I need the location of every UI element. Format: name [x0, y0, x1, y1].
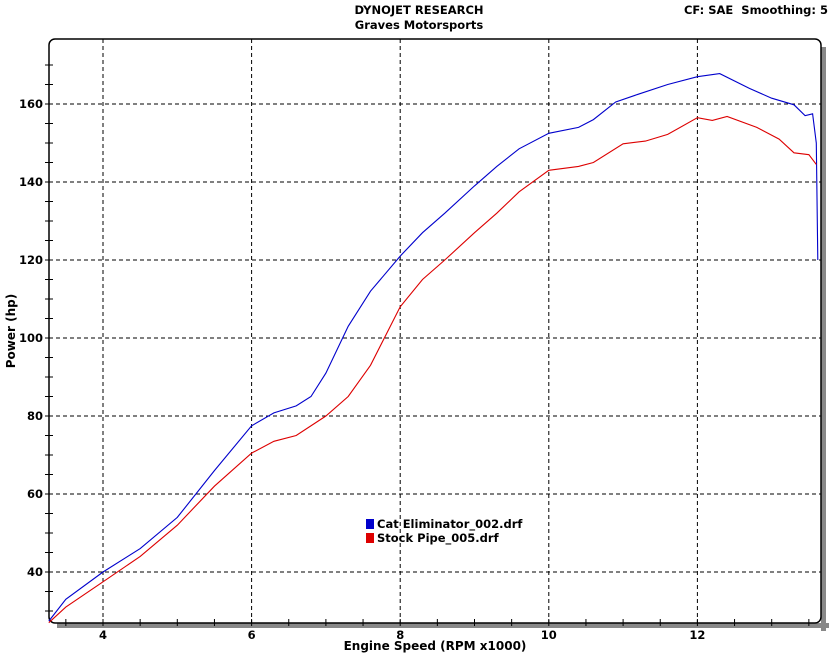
svg-text:60: 60 [27, 487, 43, 501]
data-series [48, 73, 819, 624]
y-axis-label: Power (hp) [4, 293, 18, 369]
svg-text:10: 10 [541, 628, 557, 642]
svg-text:6: 6 [248, 628, 256, 642]
grid-lines [49, 39, 821, 623]
x-axis-label: Engine Speed (RPM x1000) [343, 639, 527, 653]
correction-info: CF: SAE Smoothing: 5 [683, 3, 828, 17]
plot-shadow [48, 38, 829, 631]
svg-text:40: 40 [27, 565, 43, 579]
legend: Cat Eliminator_002.drf Stock Pipe_005.dr… [366, 517, 522, 545]
chart-subtitle: Graves Motorsports [354, 18, 484, 32]
axes: 4 6 8 10 12 40 60 80 100 120 140 160 [19, 64, 810, 642]
svg-text:120: 120 [19, 253, 43, 267]
svg-text:80: 80 [27, 409, 43, 423]
legend-label: Stock Pipe_005.drf [377, 531, 499, 545]
legend-label: Cat Eliminator_002.drf [377, 517, 523, 531]
svg-text:12: 12 [689, 628, 705, 642]
svg-text:8: 8 [396, 628, 404, 642]
svg-text:140: 140 [19, 175, 43, 189]
legend-swatch-blue [366, 519, 374, 529]
chart-title-block: DYNOJET RESEARCH Graves Motorsports [0, 3, 838, 33]
svg-text:100: 100 [19, 331, 43, 345]
legend-swatch-red [366, 533, 374, 543]
svg-text:4: 4 [99, 628, 107, 642]
legend-item-stock-pipe: Stock Pipe_005.drf [366, 531, 522, 545]
chart-title: DYNOJET RESEARCH [354, 3, 484, 17]
legend-item-cat-eliminator: Cat Eliminator_002.drf [366, 517, 522, 531]
svg-text:160: 160 [19, 97, 43, 111]
